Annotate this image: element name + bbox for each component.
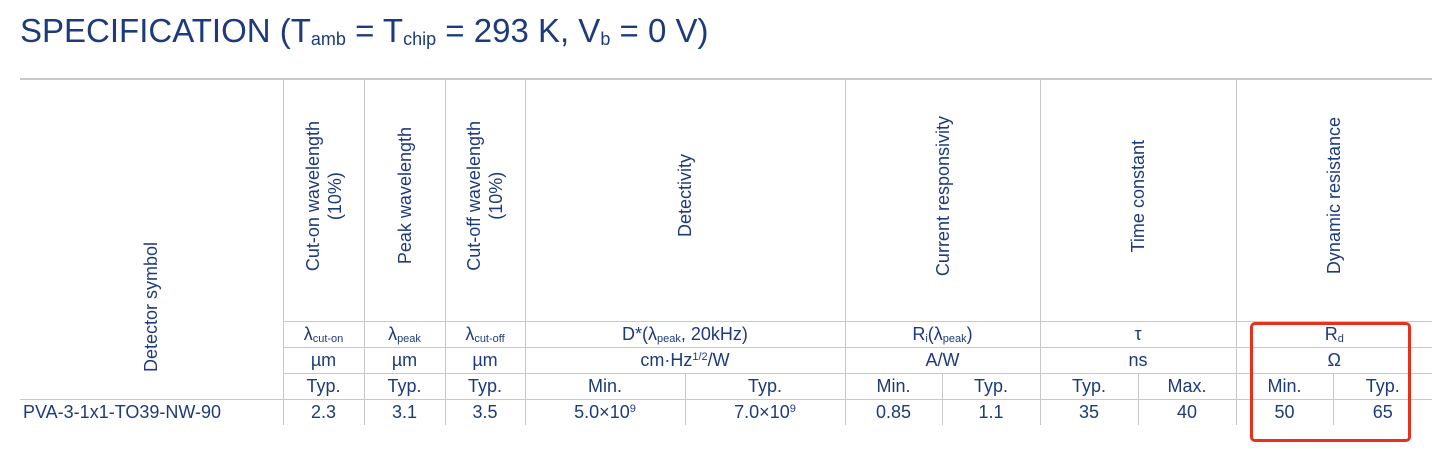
cut-on-wavelength-header: Cut-on wavelength (10%) [282, 79, 365, 322]
detector-model-cell: PVA-3-1x1-TO39-NW-90 [20, 399, 284, 425]
cut-on-value: 2.3 [282, 399, 365, 425]
peak-value: 3.1 [363, 399, 446, 425]
dynamic-resistance-symbol: Rd [1235, 321, 1432, 348]
cut-off-wavelength-header: Cut-off wavelength (10%) [444, 79, 526, 322]
dynamic-resistance-unit: Ω [1235, 347, 1432, 374]
responsivity-typ-stat: Typ. [941, 373, 1041, 400]
peak-wavelength-header: Peak wavelength [363, 79, 446, 322]
detectivity-symbol: D*(λpeak, 20kHz) [524, 321, 846, 348]
detectivity-unit: cm·Hz1/2/W [524, 347, 846, 374]
responsivity-unit: A/W [844, 347, 1041, 374]
cut-on-stat: Typ. [283, 373, 365, 400]
detector-symbol-header: Detector symbol [20, 79, 284, 400]
table-row: PVA-3-1x1-TO39-NW-90 2.3 3.1 3.5 5.0×109… [20, 399, 1432, 425]
resistance-min-value: 50 [1235, 399, 1334, 425]
detectivity-min-stat: Min. [524, 373, 686, 400]
time-constant-symbol: τ [1039, 321, 1237, 348]
cut-off-value: 3.5 [444, 399, 526, 425]
peak-unit: µm [363, 347, 446, 374]
detectivity-typ-value: 7.0×109 [684, 399, 846, 425]
responsivity-min-value: 0.85 [844, 399, 943, 425]
time-constant-header: Time constant [1039, 79, 1237, 322]
cut-off-symbol: λcut-off [444, 321, 526, 348]
responsivity-typ-value: 1.1 [941, 399, 1041, 425]
resistance-typ-value: 65 [1332, 399, 1432, 425]
peak-symbol: λpeak [363, 321, 446, 348]
detectivity-min-value: 5.0×109 [524, 399, 686, 425]
detectivity-typ-stat: Typ. [684, 373, 846, 400]
time-max-value: 40 [1137, 399, 1237, 425]
specification-table: Detector symbol Cut-on wavelength (10%) … [20, 78, 1432, 425]
time-constant-unit: ns [1039, 347, 1237, 374]
responsivity-min-stat: Min. [844, 373, 943, 400]
dynamic-resistance-header: Dynamic resistance [1235, 79, 1432, 322]
time-typ-value: 35 [1039, 399, 1139, 425]
cut-off-unit: µm [444, 347, 526, 374]
cut-off-stat: Typ. [444, 373, 526, 400]
resistance-typ-stat: Typ. [1332, 373, 1432, 400]
resistance-min-stat: Min. [1235, 373, 1334, 400]
detectivity-header: Detectivity [524, 79, 846, 322]
peak-stat: Typ. [363, 373, 446, 400]
time-typ-stat: Typ. [1039, 373, 1139, 400]
current-responsivity-header: Current responsivity [844, 79, 1041, 322]
page-title: SPECIFICATION (Tamb = Tchip = 293 K, Vb … [20, 12, 709, 49]
responsivity-symbol: Ri(λpeak) [844, 321, 1041, 348]
cut-on-unit: µm [283, 347, 365, 374]
cut-on-symbol: λcut-on [283, 321, 365, 348]
time-max-stat: Max. [1137, 373, 1237, 400]
